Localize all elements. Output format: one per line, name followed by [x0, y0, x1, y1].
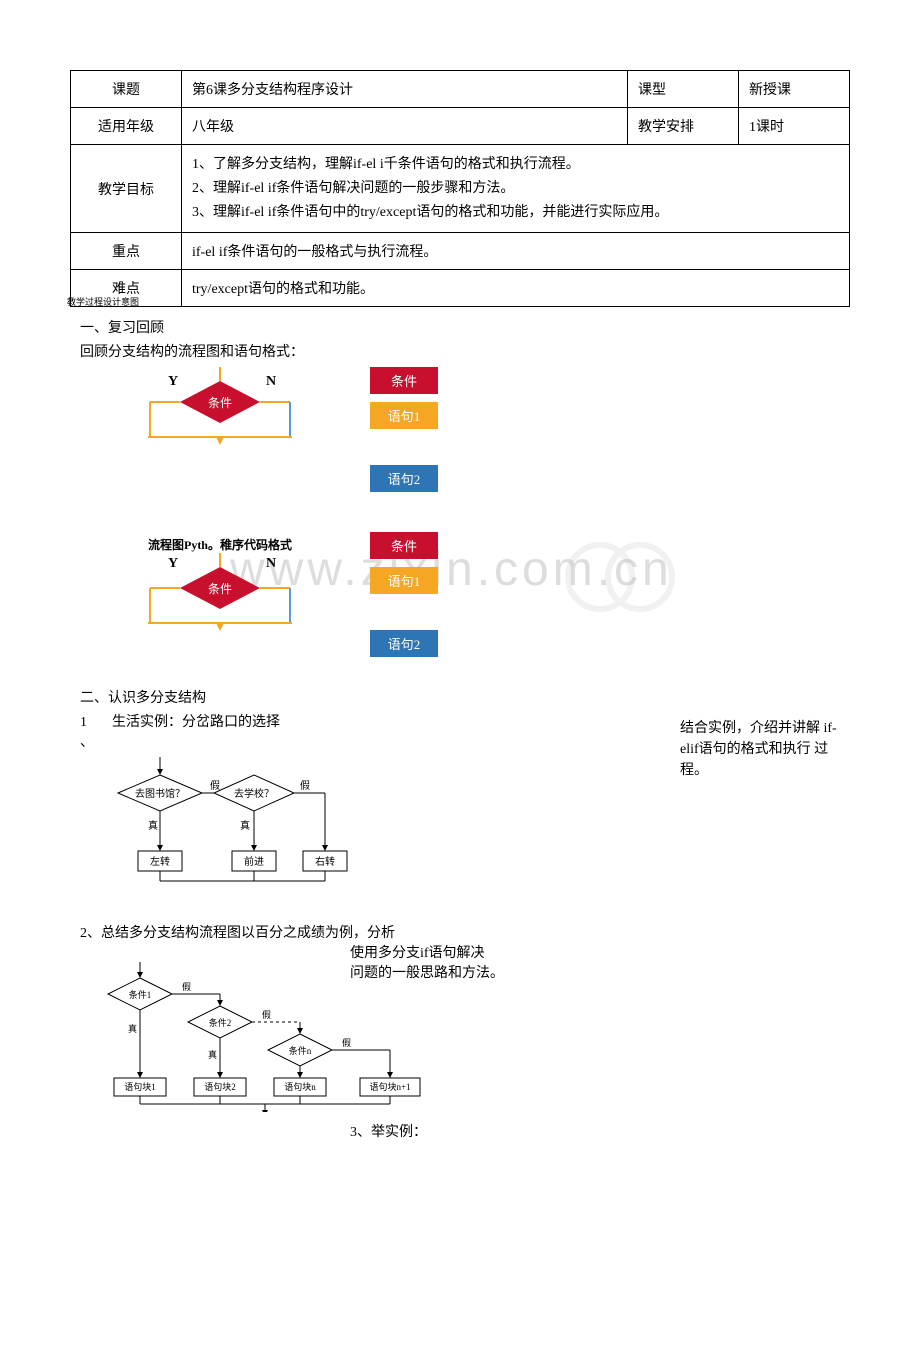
pill-stmt1: 语句1 [370, 402, 438, 429]
d2-label: 去学校？ [234, 787, 274, 800]
table-row: 难点 教学过程设计意图 try/except语句的格式和功能。 [71, 270, 850, 307]
table-row: 重点 if-el if条件语句的一般格式与执行流程。 [71, 233, 850, 270]
note-line: 结合实例，介绍并讲解 if- [680, 721, 837, 736]
true-label-2: 真 [240, 819, 250, 832]
b1-label: 语句块1 [124, 1081, 156, 1092]
code-format-col-2: 条件 语句1 语句2 [370, 532, 438, 657]
cell-type-value: 新授课 [739, 71, 850, 108]
pill-stmt1-2: 语句1 [370, 567, 438, 594]
y-label-2: Y [168, 556, 178, 571]
section2-item3: 3、举实例： [350, 1121, 850, 1141]
c2-label: 条件2 [209, 1017, 232, 1028]
section2-heading: 二、认识多分支结构 [80, 687, 850, 707]
multibranch-flowchart: 条件1 假 条件2 假 条件n 假 真 真 [90, 962, 850, 1117]
note-line: elif语句的格式和执行 过 [680, 742, 828, 757]
cn-label: 条件n [289, 1045, 312, 1056]
diamond-cond: 条件 [208, 396, 232, 410]
section2-item2: 2、总结多分支结构流程图以百分之成绩为例，分析 [80, 922, 850, 942]
lesson-meta-table: 课题 第6课多分支结构程序设计 课型 新授课 适用年级 八年级 教学安排 1课时… [70, 70, 850, 307]
pill-cond: 条件 [370, 367, 438, 394]
process-design-note: 教学过程设计意图 [67, 295, 139, 308]
y-label: Y [168, 374, 178, 389]
table-row: 教学目标 1、了解多分支结构，理解if-el i千条件语句的格式和执行流程。 2… [71, 145, 850, 233]
objective-line: 3、理解if-el if条件语句中的try/except语句的格式和功能，并能进… [192, 205, 668, 220]
objective-line: 2、理解if-el if条件语句解决问题的一般步骤和方法。 [192, 181, 514, 196]
pill-stmt2: 语句2 [370, 465, 438, 492]
cell-schedule-value: 1课时 [739, 108, 850, 145]
cell-keypoint-label: 重点 [71, 233, 182, 270]
table-row: 课题 第6课多分支结构程序设计 课型 新授课 [71, 71, 850, 108]
section1-heading: 一、复习回顾 [80, 317, 850, 337]
false-c1: 假 [182, 982, 191, 992]
n-label-2: N [266, 556, 276, 571]
false-label-2: 假 [300, 779, 310, 792]
table-row: 适用年级 八年级 教学安排 1课时 [71, 108, 850, 145]
code-format-col: 条件 语句1 语句2 [370, 367, 438, 492]
false-cn: 假 [342, 1038, 351, 1048]
bn1-label: 语句块n+1 [369, 1081, 410, 1092]
cell-grade-value: 八年级 [182, 108, 628, 145]
section1-text: 回顾分支结构的流程图和语句格式： [80, 341, 850, 361]
d1-label: 去图书馆？ [135, 787, 185, 800]
false-c2: 假 [262, 1010, 271, 1020]
true-c2: 真 [208, 1049, 217, 1060]
li1-text: 生活实例：分岔路口的选择 [112, 715, 280, 730]
n-label: N [266, 374, 276, 389]
cell-topic-label: 课题 [71, 71, 182, 108]
flowchart-caption: 流程图Pyth。稚序代码格式 [130, 536, 310, 553]
box-left: 左转 [150, 855, 170, 868]
true-c1: 真 [128, 1023, 137, 1034]
section2-item2b: 使用多分支if语句解决 [350, 942, 850, 962]
cell-difficulty-label: 难点 教学过程设计意图 [71, 270, 182, 307]
box-right: 右转 [315, 855, 335, 868]
flowchart-review-2: 流程图Pyth。稚序代码格式 条件 Y N 条件 语句1 [130, 532, 850, 657]
diamond-cond-2: 条件 [208, 582, 232, 596]
cell-type-label: 课型 [628, 71, 739, 108]
cell-keypoint-value: if-el if条件语句的一般格式与执行流程。 [182, 233, 850, 270]
true-label: 真 [148, 819, 158, 832]
cell-schedule-label: 教学安排 [628, 108, 739, 145]
cell-objectives-value: 1、了解多分支结构，理解if-el i千条件语句的格式和执行流程。 2、理解if… [182, 145, 850, 233]
bn-label: 语句块n [284, 1081, 316, 1092]
box-mid: 前进 [244, 855, 264, 868]
pill-cond-2: 条件 [370, 532, 438, 559]
note-line: 程。 [680, 763, 708, 778]
cell-topic-value: 第6课多分支结构程序设计 [182, 71, 628, 108]
pill-stmt2-2: 语句2 [370, 630, 438, 657]
li1-num: 1 [80, 715, 87, 730]
flowchart-review-1: 条件 Y N 条件 语句1 语句2 [130, 367, 850, 492]
cell-objectives-label: 教学目标 [71, 145, 182, 233]
objective-line: 1、了解多分支结构，理解if-el i千条件语句的格式和执行流程。 [192, 157, 580, 172]
side-note: 结合实例，介绍并讲解 if- elif语句的格式和执行 过 程。 [680, 718, 890, 781]
diamond-flow-svg-2: 条件 Y N [130, 553, 310, 633]
b2-label: 语句块2 [204, 1081, 236, 1092]
cell-difficulty-value: try/except语句的格式和功能。 [182, 270, 850, 307]
c1-label: 条件1 [129, 989, 152, 1000]
diamond-flow-svg: 条件 Y N [130, 367, 310, 447]
cell-grade-label: 适用年级 [71, 108, 182, 145]
false-label: 假 [210, 779, 220, 792]
